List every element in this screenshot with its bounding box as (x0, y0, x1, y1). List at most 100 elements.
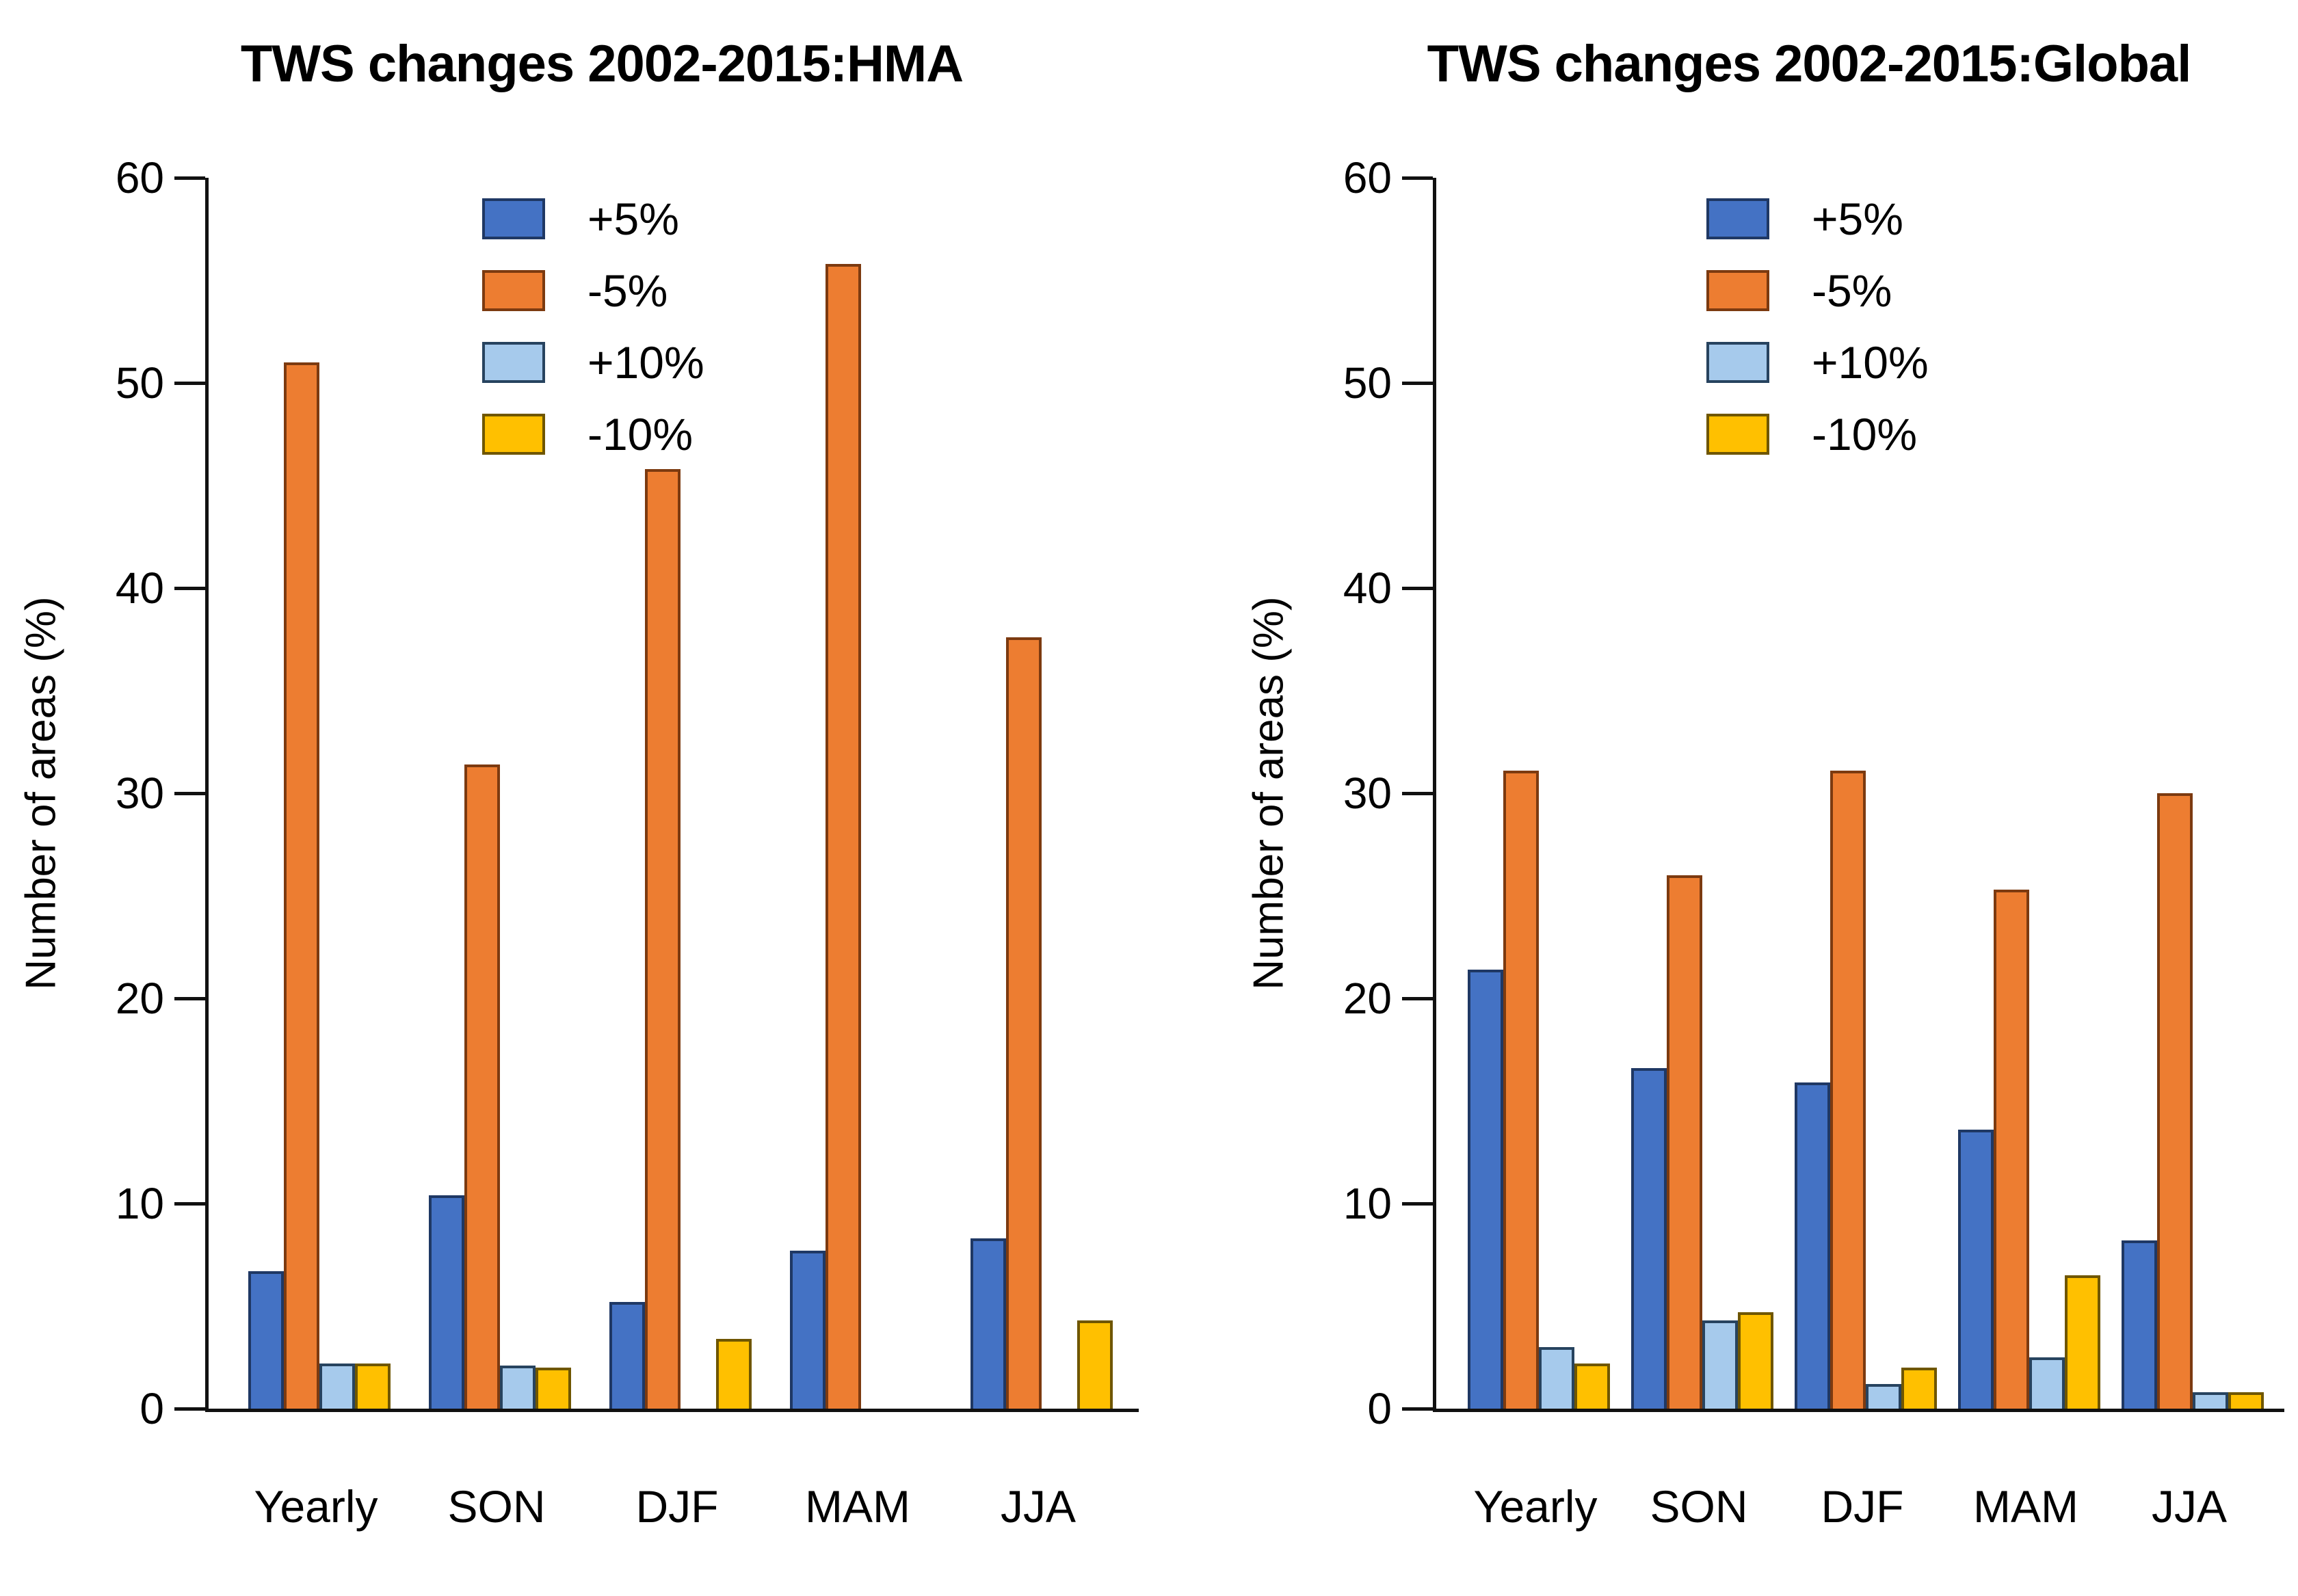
legend-label-5: -5% (587, 265, 668, 316)
legend-swatch-5 (482, 198, 545, 239)
legend-row-5: -5% (1706, 265, 1929, 316)
bar-group-son (429, 764, 571, 1409)
bar-10-yearly (355, 1364, 391, 1409)
y-tick-mark-10 (1402, 1202, 1433, 1206)
y-tick-mark-60 (174, 176, 205, 180)
x-label-yearly: Yearly (1473, 1481, 1598, 1532)
bar-5-mam (790, 1251, 826, 1409)
bar-group-yearly (248, 362, 391, 1409)
panel-global: TWS changes 2002-2015:Global Number of a… (1149, 0, 2298, 1596)
chart-title-global: TWS changes 2002-2015:Global (1427, 35, 2192, 93)
legend-row-5: +5% (1706, 194, 1929, 244)
y-tick-label-30: 30 (1343, 769, 1392, 818)
bar-10-son (1702, 1320, 1738, 1409)
y-tick-mark-40 (174, 587, 205, 590)
legend-swatch-5 (1706, 270, 1769, 311)
bar-5-son (1667, 875, 1702, 1409)
bar-10-djf (1866, 1384, 1901, 1409)
x-label-yearly: Yearly (254, 1481, 378, 1532)
y-tick-label-0: 0 (140, 1384, 164, 1433)
bar-10-djf (1901, 1368, 1937, 1409)
y-tick-label-10: 10 (1343, 1179, 1392, 1228)
bar-10-jja (1077, 1320, 1113, 1409)
x-axis-labels-global: Yearly SON DJF MAM JJA (1433, 1480, 2281, 1532)
y-tick-mark-40 (1402, 587, 1433, 590)
legend-swatch-5 (482, 270, 545, 311)
y-tick-mark-10 (174, 1202, 205, 1206)
y-tick-label-40: 40 (1343, 563, 1392, 613)
bar-5-jja (2122, 1240, 2157, 1409)
chart-title-hma: TWS changes 2002-2015:HMA (240, 35, 964, 93)
y-tick-mark-0 (174, 1407, 205, 1411)
x-label-son: SON (1650, 1481, 1748, 1532)
legend-label-5: +5% (1812, 194, 1903, 244)
legend-label-5: -5% (1812, 265, 1892, 316)
bar-5-son (429, 1195, 464, 1409)
bar-group-djf (1795, 771, 1937, 1409)
bar-group-mam (790, 264, 932, 1409)
x-label-djf: DJF (635, 1481, 719, 1532)
y-tick-label-20: 20 (1343, 974, 1392, 1023)
x-label-mam: MAM (1973, 1481, 2078, 1532)
x-label-djf: DJF (1821, 1481, 1904, 1532)
y-tick-label-30: 30 (115, 769, 164, 818)
y-tick-label-40: 40 (115, 563, 164, 613)
legend-hma: +5% -5% +10% -10% (482, 196, 704, 486)
legend-label-10: -10% (587, 409, 694, 460)
legend-swatch-10 (482, 414, 545, 455)
bar-5-mam (826, 264, 861, 1409)
y-tick-label-10: 10 (115, 1179, 164, 1228)
bar-5-djf (609, 1302, 645, 1409)
bar-10-jja (2193, 1392, 2228, 1409)
bar-5-son (1631, 1068, 1667, 1409)
bar-5-yearly (284, 362, 319, 1409)
bar-group-jja (2122, 793, 2264, 1409)
panel-hma: TWS changes 2002-2015:HMA Number of area… (18, 35, 1139, 1532)
y-tick-mark-30 (174, 792, 205, 795)
y-tick-mark-50 (174, 382, 205, 385)
bar-10-son (536, 1368, 571, 1409)
y-tick-label-50: 50 (1343, 358, 1392, 408)
bars-container-global (1436, 178, 2284, 1409)
legend-global: +5% -5% +10% -10% (1706, 194, 1929, 486)
legend-swatch-10 (1706, 414, 1769, 455)
bar-10-jja (2228, 1392, 2264, 1409)
x-label-jja: JJA (1000, 1481, 1077, 1532)
bar-5-djf (1830, 771, 1866, 1409)
y-tick-mark-20 (1402, 997, 1433, 1000)
bar-10-son (1738, 1312, 1773, 1409)
bar-10-yearly (319, 1364, 355, 1409)
y-tick-label-60: 60 (115, 153, 164, 202)
legend-swatch-10 (482, 342, 545, 383)
bar-10-mam (2065, 1275, 2100, 1409)
bar-5-yearly (248, 1271, 284, 1409)
x-axis-labels-hma: Yearly SON DJF MAM JJA (205, 1480, 1135, 1532)
bar-5-djf (1795, 1082, 1830, 1409)
bar-5-jja (970, 1238, 1006, 1409)
legend-row-10: -10% (1706, 412, 1929, 457)
y-tick-label-20: 20 (115, 974, 164, 1023)
legend-swatch-10 (1706, 342, 1769, 383)
bar-group-djf (609, 469, 752, 1409)
legend-row-10: +10% (1706, 337, 1929, 388)
legend-label-10: +10% (587, 337, 704, 388)
x-label-son: SON (447, 1481, 546, 1532)
legend-label-10: +10% (1812, 337, 1929, 388)
y-tick-label-0: 0 (1367, 1384, 1392, 1433)
y-tick-mark-60 (1402, 176, 1433, 180)
bar-10-yearly (1574, 1364, 1610, 1409)
bar-5-jja (1006, 637, 1042, 1409)
y-tick-mark-20 (174, 997, 205, 1000)
legend-row-10: +10% (482, 337, 704, 388)
x-label-mam: MAM (805, 1481, 910, 1532)
y-tick-mark-50 (1402, 382, 1433, 385)
bar-10-yearly (1539, 1347, 1574, 1409)
y-tick-mark-30 (1402, 792, 1433, 795)
bar-5-yearly (1468, 970, 1503, 1409)
bar-group-yearly (1468, 771, 1610, 1409)
x-label-jja: JJA (2151, 1481, 2228, 1532)
legend-swatch-5 (1706, 198, 1769, 239)
bar-5-jja (2157, 793, 2193, 1409)
bar-10-djf (716, 1339, 752, 1409)
bar-group-mam (1958, 890, 2100, 1409)
